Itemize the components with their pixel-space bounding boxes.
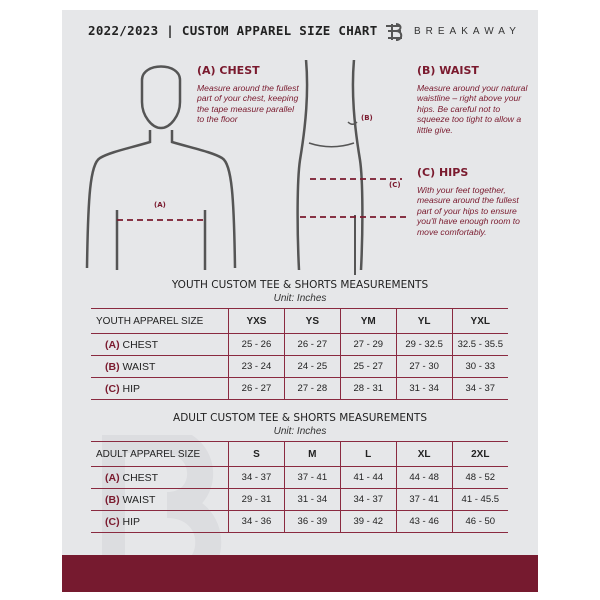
youth-unit: Unit: Inches <box>273 293 327 304</box>
adult-header-label: ADULT APPAREL SIZE <box>91 441 229 467</box>
table-row: (C) HIP 26 - 27 27 - 28 28 - 31 31 - 34 34 -… <box>91 377 508 400</box>
size-header: M <box>283 441 341 467</box>
size-header: YXS <box>228 308 285 334</box>
table-row: (B) WAIST 23 - 24 24 - 25 25 - 27 27 - 30 30… <box>91 355 508 378</box>
youth-size-table: YOUTH APPAREL SIZE YXS YS YM YL YXL (A) … <box>91 308 508 400</box>
table-header-row: YOUTH APPAREL SIZE YXS YS YM YL YXL <box>91 308 508 334</box>
waist-marker: (B) <box>361 114 373 122</box>
hips-label: (C) HIPS <box>417 166 469 179</box>
size-header: S <box>228 441 285 467</box>
table-row: (A) CHEST 25 - 26 26 - 27 27 - 29 29 - 32.5… <box>91 333 508 356</box>
chest-marker: (A) <box>154 201 166 209</box>
size-header: XL <box>395 441 453 467</box>
table-row: (B) WAIST 29 - 31 31 - 34 34 - 37 37 - 41 41… <box>91 488 508 511</box>
page-title: 2022/2023 | CUSTOM APPAREL SIZE CHART <box>88 23 378 38</box>
youth-header-label: YOUTH APPAREL SIZE <box>91 308 229 334</box>
table-row: (C) HIP 34 - 36 36 - 39 39 - 42 43 - 46 46 -… <box>91 510 508 533</box>
table-header-row: ADULT APPAREL SIZE S M L XL 2XL <box>91 441 508 467</box>
brand-name: BREAKAWAY <box>414 25 521 37</box>
youth-table-title: YOUTH CUSTOM TEE & SHORTS MEASUREMENTS <box>171 279 429 291</box>
table-row: (A) CHEST 34 - 37 37 - 41 41 - 44 44 - 48 48… <box>91 466 508 489</box>
b-logo-icon <box>386 23 403 41</box>
body-diagram <box>85 60 407 275</box>
chest-description: Measure around the fullest part of your … <box>197 83 299 125</box>
hips-marker: (C) <box>389 181 401 189</box>
brand-logo: BREAKAWAY <box>384 21 521 41</box>
chest-label: (A) CHEST <box>197 64 260 77</box>
size-header: YS <box>283 308 341 334</box>
waist-label: (B) WAIST <box>417 64 479 77</box>
hips-description: With your feet together, measure around … <box>417 185 520 237</box>
adult-table-title: ADULT CUSTOM TEE & SHORTS MEASUREMENTS <box>173 412 427 424</box>
size-header: YXL <box>451 308 508 334</box>
waist-description: Measure around your natural waistline – … <box>417 83 528 135</box>
adult-unit: Unit: Inches <box>273 426 327 437</box>
size-header: YM <box>339 308 397 334</box>
size-header: L <box>339 441 397 467</box>
adult-size-table: ADULT APPAREL SIZE S M L XL 2XL (A) CHES… <box>91 441 508 533</box>
size-header: 2XL <box>451 441 508 467</box>
footer-band <box>62 555 538 592</box>
size-header: YL <box>395 308 453 334</box>
size-chart-sheet: 2022/2023 | CUSTOM APPAREL SIZE CHART BR… <box>62 10 538 592</box>
